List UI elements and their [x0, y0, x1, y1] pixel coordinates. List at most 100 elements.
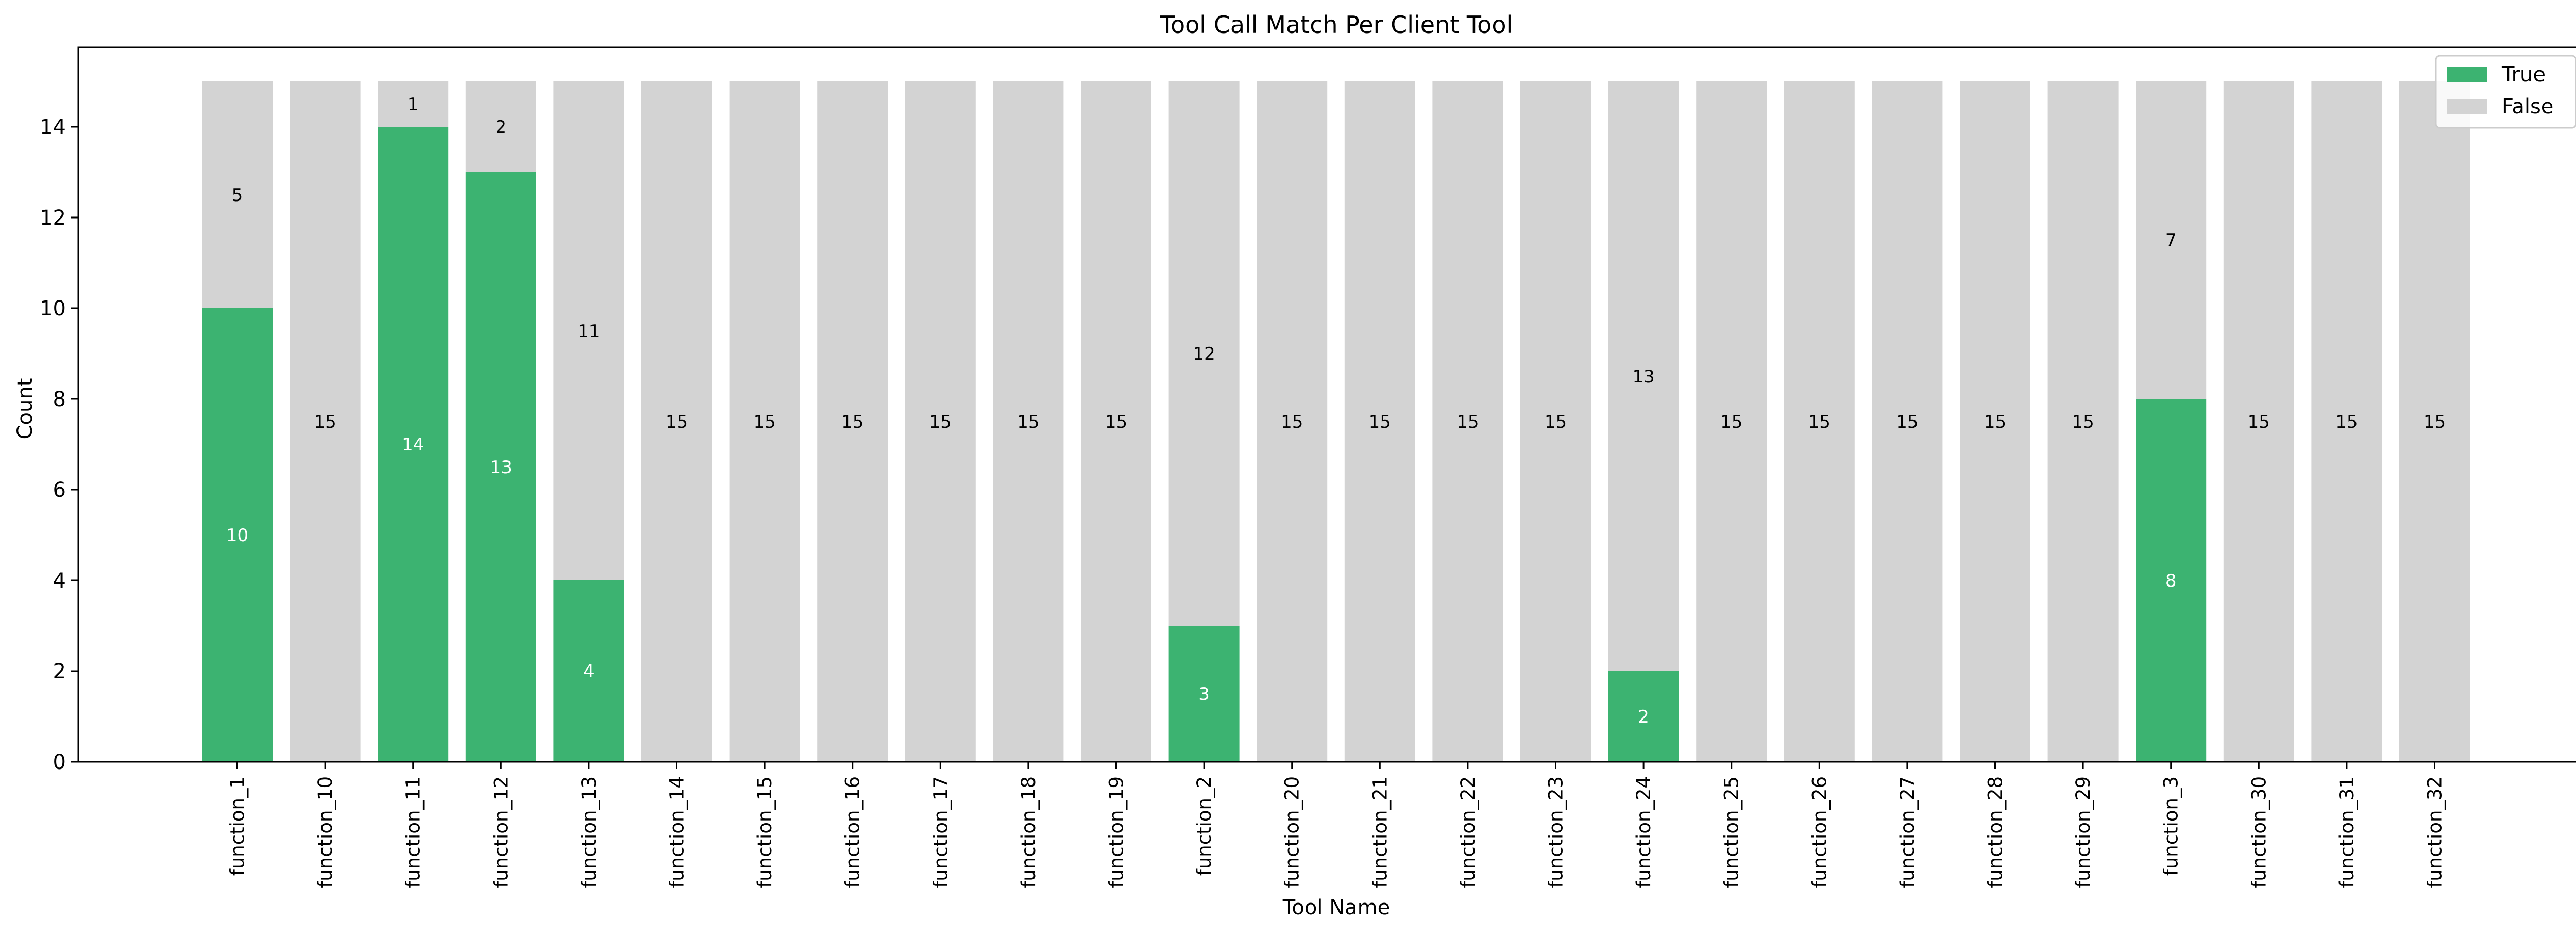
bar-false-function-23: [1520, 81, 1591, 762]
bar-false-function-28: [1960, 81, 2030, 762]
y-tick-label: 12: [40, 206, 66, 230]
bar-false-function-13: [553, 81, 624, 580]
bar-false-function-15: [729, 81, 800, 762]
x-tick-label: function_17: [929, 776, 952, 888]
x-tick-label: function_30: [2248, 776, 2270, 888]
bar-false-function-26: [1784, 81, 1855, 762]
bar-value-label: 15: [314, 412, 336, 432]
y-tick-label: 6: [53, 478, 66, 502]
bar-true-function-24: [1608, 671, 1679, 762]
bars-group: [202, 81, 2470, 762]
bar-false-function-27: [1872, 81, 1943, 762]
x-tick-label: function_26: [1808, 776, 1831, 888]
bar-value-label: 15: [1720, 412, 1742, 432]
x-tick-label: function_2: [1193, 776, 1215, 876]
bar-value-label: 15: [1105, 412, 1127, 432]
bar-false-function-32: [2399, 81, 2470, 762]
bar-value-label: 5: [232, 185, 243, 206]
y-tick-label: 4: [53, 569, 66, 593]
chart-title: Tool Call Match Per Client Tool: [1160, 11, 1513, 39]
bar-true-function-2: [1168, 626, 1240, 762]
bar-false-function-18: [993, 81, 1064, 762]
bar-false-function-10: [290, 81, 361, 762]
legend-label-false: False: [2502, 95, 2553, 119]
bar-false-function-25: [1696, 81, 1767, 762]
bar-value-label: 11: [578, 321, 600, 342]
bar-value-label: 15: [1281, 412, 1303, 432]
bar-false-function-17: [905, 81, 976, 762]
legend: True False: [2435, 55, 2576, 129]
bar-value-label: 2: [495, 117, 506, 138]
bar-value-label: 15: [2072, 412, 2094, 432]
bar-labels-group: 10 5 15 14 1 13 2 4 11 15 15 15 15 15 15 3 12 15 15 15 15 2 13…: [226, 94, 2446, 727]
x-tick-label: function_32: [2424, 776, 2446, 888]
bar-value-label: 8: [2165, 571, 2177, 591]
bar-value-label: 15: [1369, 412, 1391, 432]
bar-false-function-19: [1081, 81, 1151, 762]
x-tick-label: function_12: [490, 776, 512, 888]
x-tick-label: function_21: [1369, 776, 1391, 888]
y-tick-label: 10: [40, 297, 66, 321]
y-tick-label: 14: [40, 115, 66, 139]
bar-value-label: 15: [2335, 412, 2358, 432]
bar-value-label: 14: [402, 434, 424, 455]
bar-value-label: 15: [1808, 412, 1831, 432]
bar-value-label: 12: [1193, 344, 1215, 364]
plot-frame: [77, 46, 2576, 763]
x-tick-label: function_27: [1896, 776, 1919, 888]
bar-value-label: 15: [1545, 412, 1567, 432]
bar-value-label: 2: [1638, 707, 1649, 727]
bar-true-function-3: [2136, 399, 2207, 762]
x-tick-label: function_14: [666, 776, 688, 888]
bar-false-function-20: [1257, 81, 1328, 762]
x-tick-label: function_16: [842, 776, 864, 888]
y-axis: 0 2 4 6 8 10 12 14: [40, 115, 78, 774]
legend-label-true: True: [2501, 63, 2546, 87]
x-tick-label: function_24: [1633, 776, 1655, 888]
legend-swatch-false: [2447, 99, 2487, 114]
bar-true-function-12: [465, 172, 536, 762]
bar-false-function-1: [202, 81, 273, 308]
bar-value-label: 15: [929, 412, 952, 432]
bar-true-function-13: [553, 580, 624, 762]
bar-value-label: 15: [753, 412, 775, 432]
bar-false-function-22: [1432, 81, 1503, 762]
bar-value-label: 13: [1632, 366, 1654, 387]
bar-false-function-16: [817, 81, 888, 762]
bar-false-function-30: [2223, 81, 2294, 762]
x-axis: function_1 function_10 function_11 function…: [227, 762, 2446, 888]
x-tick-label: function_31: [2336, 776, 2358, 888]
x-tick-label: function_18: [1018, 776, 1040, 888]
x-tick-label: function_13: [578, 776, 600, 888]
bar-value-label: 15: [1456, 412, 1479, 432]
bar-value-label: 13: [490, 457, 512, 478]
y-tick-label: 8: [53, 388, 66, 411]
x-axis-label: Tool Name: [1282, 896, 1390, 920]
bar-value-label: 1: [408, 94, 419, 115]
bar-false-function-3: [2136, 81, 2207, 399]
x-tick-label: function_15: [754, 776, 776, 888]
bar-false-function-14: [641, 81, 712, 762]
legend-swatch-true: [2447, 67, 2487, 82]
bar-value-label: 15: [666, 412, 688, 432]
bar-value-label: 15: [1984, 412, 2006, 432]
x-tick-label: function_25: [1721, 776, 1743, 888]
bar-value-label: 15: [2424, 412, 2446, 432]
bar-false-function-21: [1344, 81, 1415, 762]
x-tick-label: function_3: [2160, 776, 2182, 876]
bar-value-label: 15: [1896, 412, 1918, 432]
bar-value-label: 4: [583, 661, 595, 682]
bar-false-function-2: [1168, 81, 1240, 626]
bar-false-function-29: [2047, 81, 2119, 762]
bar-false-function-31: [2311, 81, 2382, 762]
x-tick-label: function_19: [1106, 776, 1128, 888]
bar-value-label: 10: [226, 525, 248, 546]
y-axis-label: Count: [13, 378, 37, 440]
bar-value-label: 15: [841, 412, 863, 432]
bar-value-label: 3: [1198, 684, 1210, 705]
x-tick-label: function_29: [2072, 776, 2094, 888]
x-tick-label: function_20: [1281, 776, 1303, 888]
bar-true-function-1: [202, 308, 273, 762]
bar-value-label: 7: [2165, 230, 2177, 251]
